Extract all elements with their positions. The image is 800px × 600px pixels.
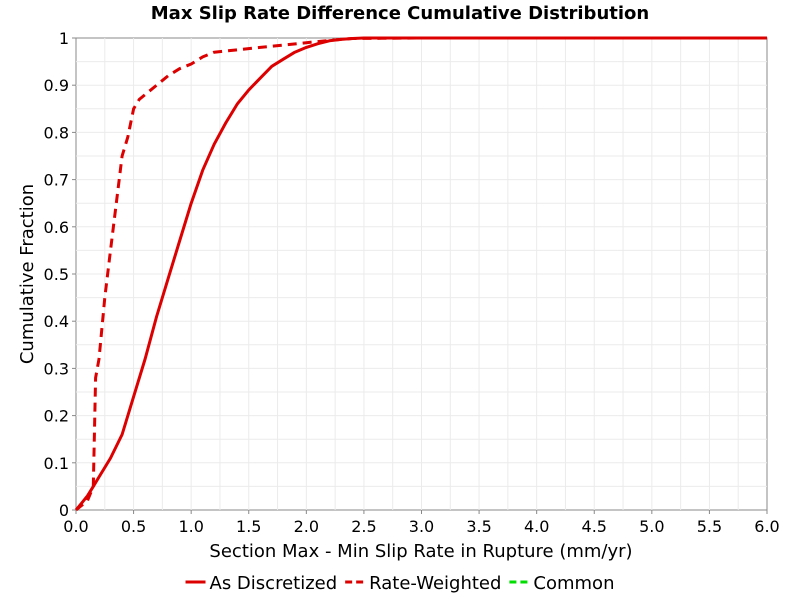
y-tick-label: 0.8 (44, 123, 69, 142)
x-tick-label: 3.5 (466, 517, 491, 536)
x-tick-label: 1.5 (236, 517, 261, 536)
x-axis: 0.0 0.5 1.0 1.5 2.0 2.5 3.0 3.5 4.0 4.5 5.0 5.5 6.0 (63, 510, 780, 536)
series-line-as-discretized (74, 36, 767, 511)
series-group (74, 36, 767, 512)
x-tick-label: 5.5 (697, 517, 722, 536)
x-tick-label: 2.5 (351, 517, 376, 536)
legend: As Discretized Rate-Weighted Common (185, 573, 614, 594)
y-axis-label: Cumulative Fraction (17, 184, 38, 364)
y-axis: 0 0.1 0.2 0.3 0.4 0.5 0.6 0.7 0.8 0.9 1 (44, 29, 76, 520)
x-axis-label: Section Max - Min Slip Rate in Rupture (… (209, 541, 632, 562)
y-tick-label: 0.6 (44, 218, 69, 237)
y-tick-label: 1 (59, 29, 69, 48)
x-tick-label: 0.5 (121, 517, 146, 536)
y-tick-label: 0.3 (44, 359, 69, 378)
y-tick-label: 0.7 (44, 171, 69, 190)
x-tick-label: 0.0 (63, 517, 88, 536)
chart-title: Max Slip Rate Difference Cumulative Dist… (151, 3, 649, 24)
x-tick-label: 4.0 (524, 517, 549, 536)
y-tick-label: 0 (59, 501, 69, 520)
y-tick-label: 0.5 (44, 265, 69, 284)
x-tick-label: 1.0 (178, 517, 203, 536)
y-tick-label: 0.4 (44, 312, 69, 331)
x-tick-label: 5.0 (639, 517, 664, 536)
x-tick-label: 4.5 (582, 517, 607, 536)
y-tick-label: 0.1 (44, 454, 69, 473)
legend-label-common: Common (533, 573, 614, 594)
y-tick-label: 0.2 (44, 407, 69, 426)
x-tick-label: 3.0 (409, 517, 434, 536)
legend-label-rate-weighted: Rate-Weighted (369, 573, 501, 594)
y-tick-label: 0.9 (44, 76, 69, 95)
x-tick-label: 6.0 (754, 517, 779, 536)
legend-label-as-discretized: As Discretized (210, 573, 338, 594)
grid (76, 38, 767, 510)
x-tick-label: 2.0 (294, 517, 319, 536)
